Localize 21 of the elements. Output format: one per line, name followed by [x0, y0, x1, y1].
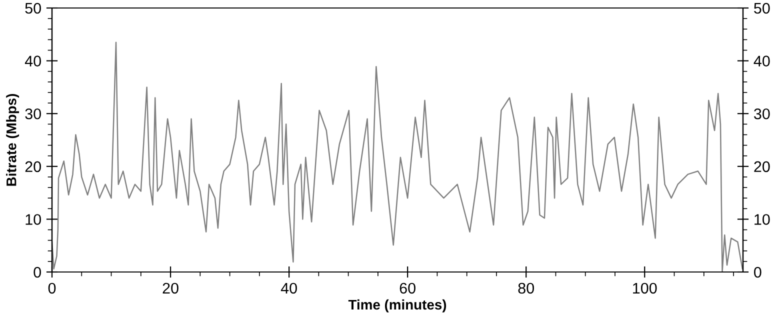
- y-tick-label: 20: [25, 161, 41, 172]
- y2-tick-label: 40: [754, 56, 770, 66]
- x-tick-label: 100: [633, 282, 657, 294]
- y-tick-label: 30: [25, 108, 41, 120]
- x-tick-label: 40: [280, 282, 297, 294]
- y2-tick-label: 50: [754, 2, 770, 14]
- x-tick-label: 0: [48, 282, 56, 294]
- line-series: [52, 42, 743, 272]
- y-tick-label: 40: [24, 56, 41, 66]
- x-axis-title: Time (minutes): [348, 299, 446, 312]
- y-tick-label: 10: [26, 214, 41, 225]
- y2-tick-label: 20: [754, 161, 770, 172]
- y2-tick-label: 10: [754, 214, 770, 225]
- x-tick-label: 20: [162, 282, 178, 294]
- x-tick-label: 60: [400, 282, 416, 294]
- y-tick-label: 0: [34, 266, 41, 278]
- x-tick-label: 80: [518, 282, 534, 294]
- y2-tick-label: 30: [754, 108, 770, 120]
- y2-tick-label: 0: [754, 266, 762, 278]
- y-axis-title: Bitrate (Mbps): [6, 94, 20, 186]
- y-tick-label: 50: [25, 2, 41, 14]
